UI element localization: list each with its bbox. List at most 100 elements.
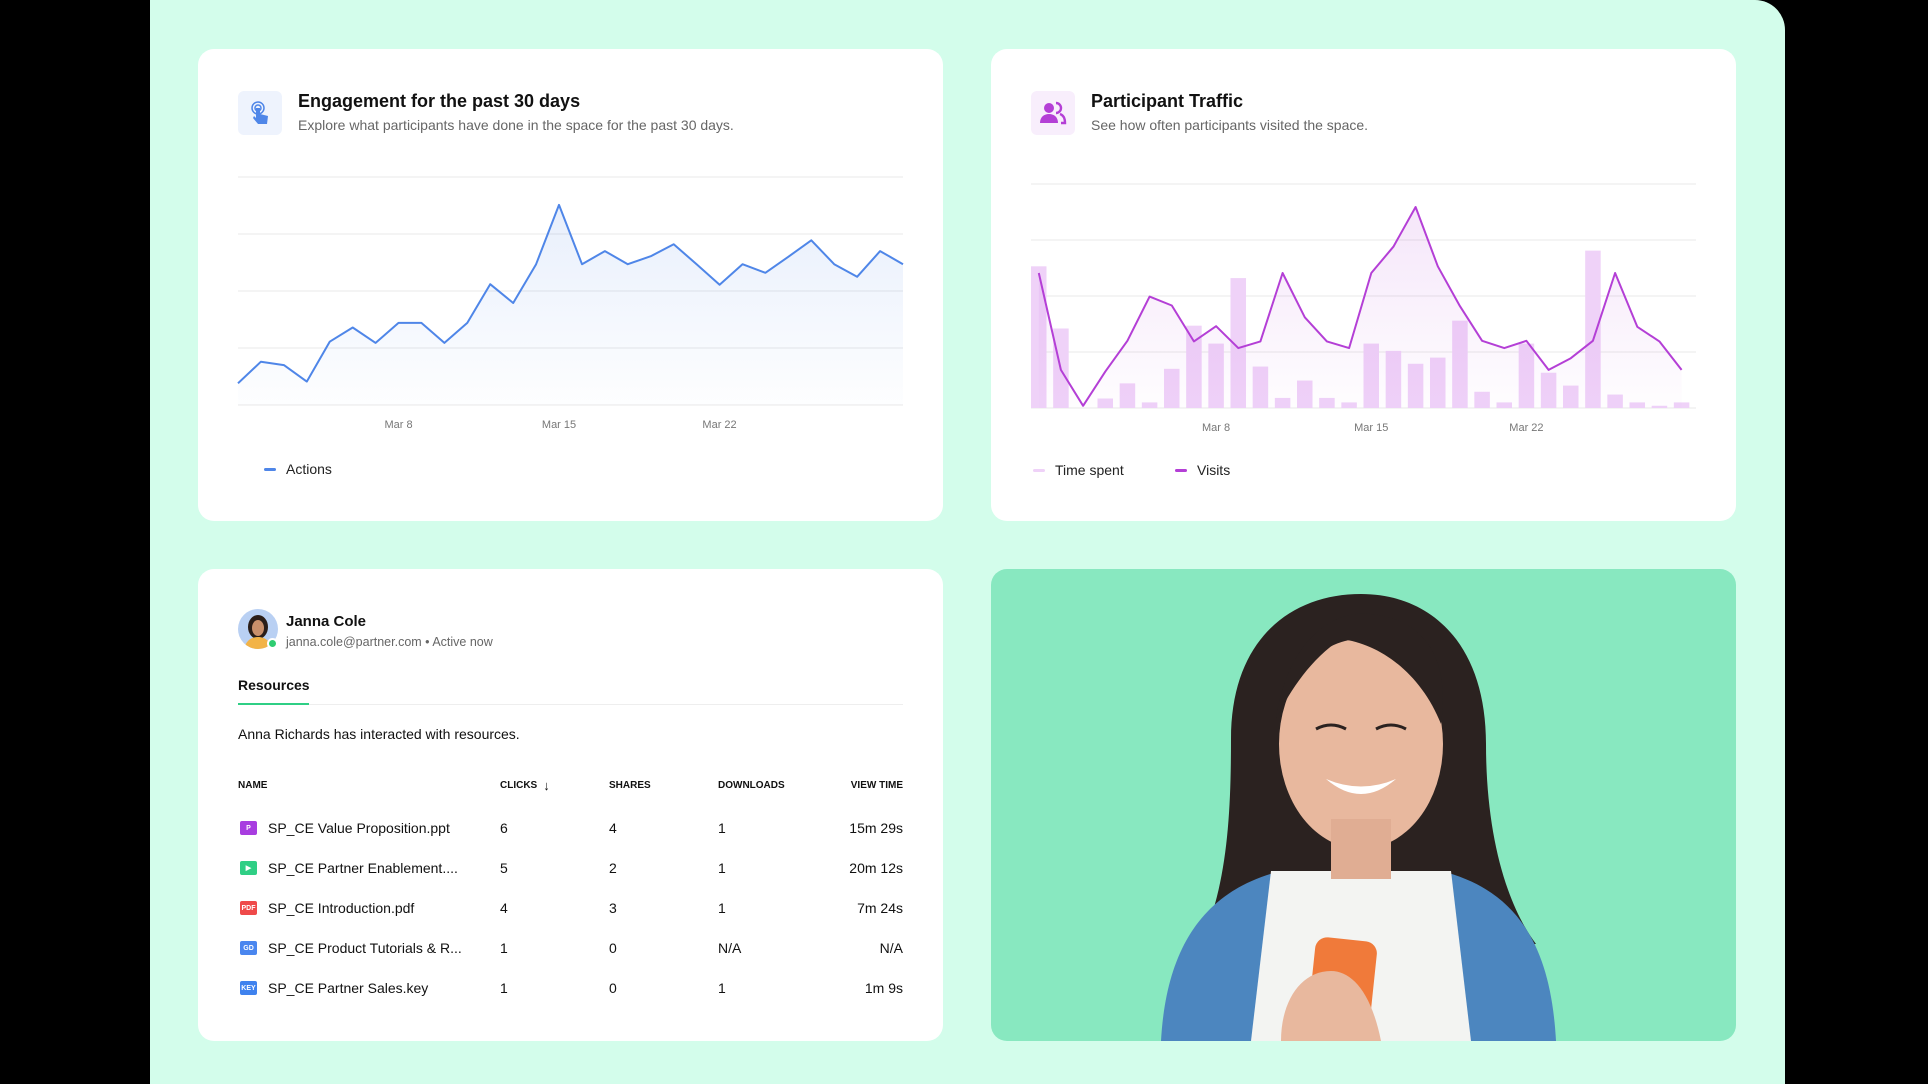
data-point[interactable] [395, 319, 403, 327]
data-point[interactable] [280, 361, 288, 369]
data-point[interactable] [555, 201, 563, 209]
file-type-icon: PDF [240, 901, 257, 915]
data-point[interactable] [486, 280, 494, 288]
data-point[interactable] [807, 236, 815, 244]
data-point[interactable] [1323, 337, 1331, 345]
data-point[interactable] [1301, 313, 1309, 321]
shares-value: 0 [609, 980, 617, 996]
data-point[interactable] [1146, 293, 1154, 301]
data-point[interactable] [1367, 269, 1375, 277]
data-point[interactable] [1611, 269, 1619, 277]
legend-visits[interactable]: Visits [1175, 462, 1230, 478]
downloads-value: 1 [718, 980, 726, 996]
data-point[interactable] [1123, 337, 1131, 345]
data-point[interactable] [899, 260, 907, 268]
file-type-icon: ▶ [240, 861, 257, 875]
data-point[interactable] [784, 253, 792, 261]
data-point[interactable] [303, 378, 311, 386]
data-point[interactable] [349, 323, 357, 331]
data-point[interactable] [1212, 322, 1220, 330]
tap-pointer-icon [238, 91, 282, 135]
data-point[interactable] [738, 260, 746, 268]
column-header-clicks[interactable]: CLICKS ↓ [500, 779, 550, 792]
data-point[interactable] [1168, 302, 1176, 310]
profile-meta: janna.cole@partner.com • Active now [286, 635, 493, 649]
data-point[interactable] [372, 339, 380, 347]
file-type-icon: KEY [240, 981, 257, 995]
avatar[interactable] [238, 609, 278, 649]
file-name[interactable]: SP_CE Introduction.pdf [268, 900, 415, 916]
data-point[interactable] [257, 358, 265, 366]
data-point[interactable] [601, 247, 609, 255]
data-point[interactable] [440, 339, 448, 347]
legend-actions[interactable]: Actions [264, 461, 332, 477]
column-header-view-time[interactable]: VIEW TIME [850, 780, 903, 791]
x-tick-label: Mar 8 [384, 419, 413, 431]
woman-with-phone-image [1161, 594, 1556, 1041]
data-point[interactable] [1589, 337, 1597, 345]
data-point[interactable] [1633, 323, 1641, 331]
data-point[interactable] [1500, 344, 1508, 352]
file-name[interactable]: SP_CE Product Tutorials & R... [268, 940, 462, 956]
resources-description: Anna Richards has interacted with resour… [238, 726, 520, 742]
data-point[interactable] [1079, 402, 1087, 410]
data-point[interactable] [509, 299, 517, 307]
x-tick-label: Mar 15 [541, 419, 577, 431]
data-point[interactable] [234, 379, 242, 387]
file-name[interactable]: SP_CE Partner Sales.key [268, 980, 429, 996]
legend-time-spent[interactable]: Time spent [1033, 462, 1124, 478]
data-point[interactable] [1256, 337, 1264, 345]
data-point[interactable] [1190, 337, 1198, 345]
x-tick-label: Mar 15 [1354, 422, 1389, 434]
column-header-shares[interactable]: SHARES [609, 780, 651, 791]
data-point[interactable] [1412, 203, 1420, 211]
data-point[interactable] [1234, 344, 1242, 352]
data-point[interactable] [1655, 337, 1663, 345]
data-point[interactable] [463, 319, 471, 327]
data-point[interactable] [1101, 368, 1109, 376]
data-point[interactable] [1345, 344, 1353, 352]
data-point[interactable] [853, 273, 861, 281]
view-time-value: 20m 12s [849, 860, 903, 876]
file-name[interactable]: SP_CE Partner Enablement.... [268, 860, 458, 876]
data-point[interactable] [1035, 269, 1043, 277]
data-point[interactable] [624, 260, 632, 268]
view-time-value: 7m 24s [857, 900, 903, 916]
data-point[interactable] [1389, 243, 1397, 251]
shares-value: 2 [609, 860, 617, 876]
downloads-value: 1 [718, 820, 726, 836]
downloads-value: 1 [718, 900, 726, 916]
x-tick-label: Mar 22 [1509, 422, 1544, 434]
legend-label: Actions [286, 461, 332, 477]
data-point[interactable] [761, 269, 769, 277]
data-point[interactable] [1057, 366, 1065, 374]
data-point[interactable] [1678, 366, 1686, 374]
data-point[interactable] [1434, 262, 1442, 270]
data-point[interactable] [1522, 337, 1530, 345]
data-point[interactable] [670, 240, 678, 248]
data-point[interactable] [532, 260, 540, 268]
data-point[interactable] [716, 281, 724, 289]
data-point[interactable] [1478, 337, 1486, 345]
users-icon [1031, 91, 1075, 135]
engagement-chart: Mar 8 Mar 15 Mar 22 [237, 176, 904, 431]
clicks-value: 1 [500, 980, 508, 996]
data-point[interactable] [1567, 354, 1575, 362]
view-time-value: 1m 9s [864, 980, 903, 996]
data-point[interactable] [1456, 302, 1464, 310]
x-tick-label: Mar 8 [1202, 422, 1231, 434]
data-point[interactable] [1545, 366, 1553, 374]
data-point[interactable] [326, 338, 334, 346]
column-header-name[interactable]: NAME [238, 780, 268, 791]
data-point[interactable] [578, 260, 586, 268]
data-point[interactable] [417, 319, 425, 327]
tab-resources[interactable]: Resources [238, 677, 310, 693]
data-point[interactable] [1279, 269, 1287, 277]
file-name[interactable]: SP_CE Value Proposition.ppt [268, 820, 450, 836]
data-point[interactable] [693, 260, 701, 268]
shares-value: 4 [609, 820, 617, 836]
column-header-downloads[interactable]: DOWNLOADS [718, 780, 785, 791]
data-point[interactable] [876, 247, 884, 255]
data-point[interactable] [647, 252, 655, 260]
data-point[interactable] [830, 260, 838, 268]
